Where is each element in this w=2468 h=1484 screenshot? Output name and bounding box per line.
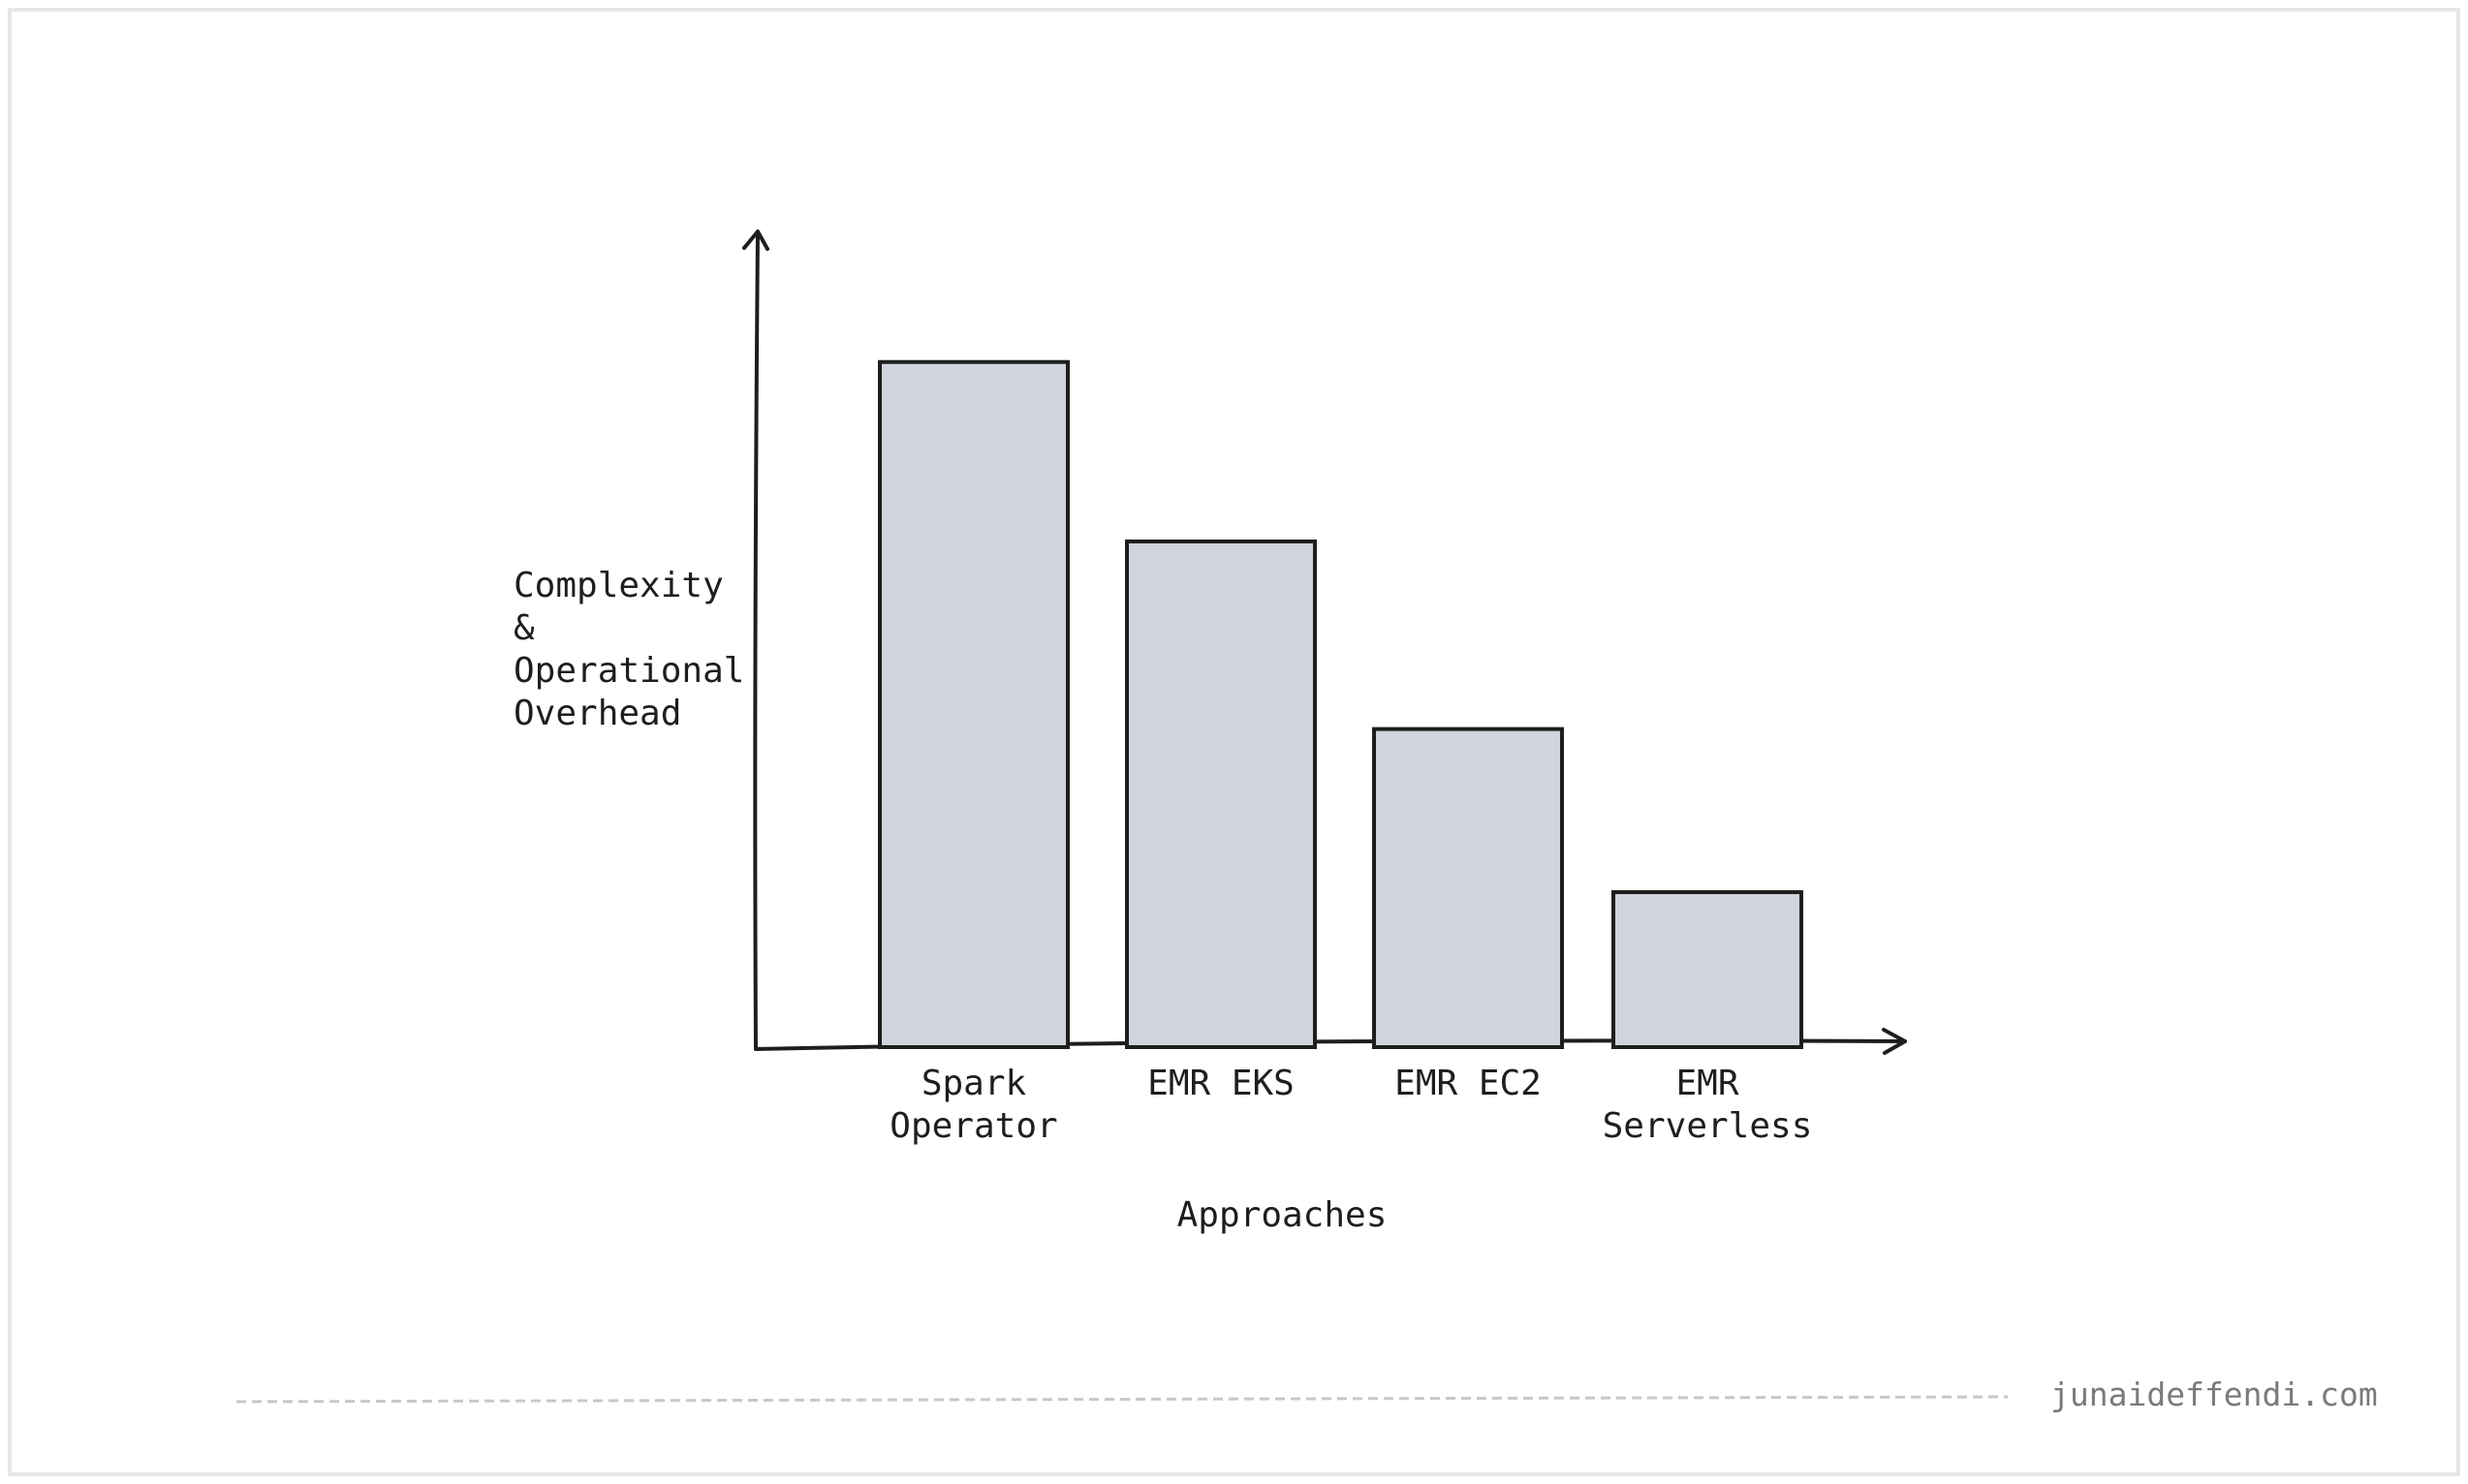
bar	[1611, 890, 1803, 1050]
footer-divider	[235, 1395, 2009, 1404]
y-axis-arrow	[742, 230, 769, 251]
x-axis-label: Approaches	[1176, 1195, 1388, 1235]
x-tick-label: EMR EC2	[1394, 1064, 1542, 1103]
x-axis-arrow	[1882, 1028, 1907, 1055]
x-tick-label: Spark Operator	[890, 1064, 1058, 1146]
bar	[1125, 539, 1317, 1049]
x-tick-label: EMR Serverless	[1602, 1064, 1813, 1146]
bar	[1372, 727, 1564, 1049]
y-axis-label: Complexity & Operational Overhead	[514, 566, 745, 733]
x-tick-label: EMR EKS	[1147, 1064, 1295, 1103]
watermark: junaideffendi.com	[2050, 1376, 2378, 1413]
y-axis	[753, 230, 760, 1051]
bar	[878, 359, 1070, 1050]
frame	[8, 8, 2460, 1476]
